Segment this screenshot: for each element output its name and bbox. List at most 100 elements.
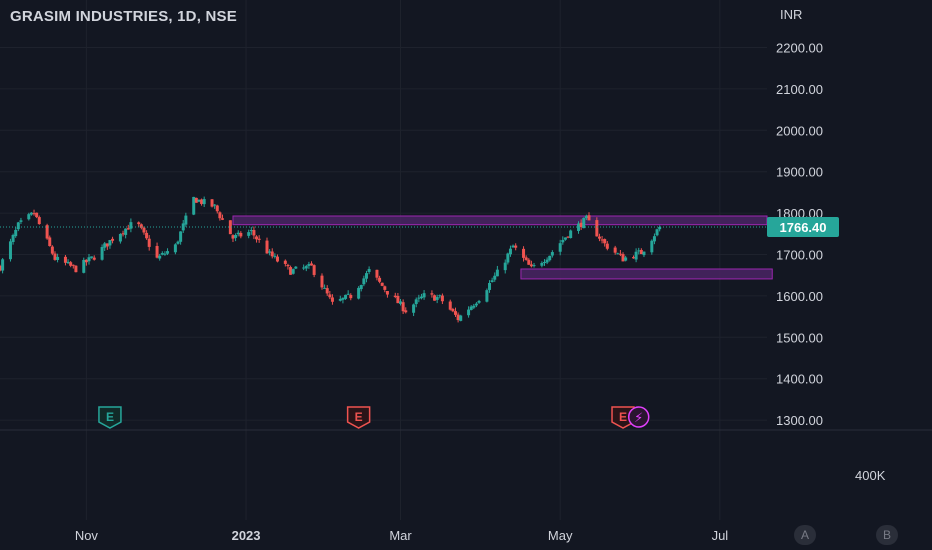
candle: [53, 251, 57, 261]
candle-body: [176, 241, 180, 244]
candle: [0, 264, 2, 272]
candle-body: [584, 215, 588, 219]
candle: [383, 285, 387, 293]
candle-body: [129, 222, 133, 229]
candle-body: [50, 246, 54, 254]
candle-body: [48, 237, 52, 247]
candle-body: [32, 213, 36, 215]
candle: [380, 282, 384, 287]
candle-body: [268, 251, 272, 253]
candle: [490, 277, 494, 283]
candle-body: [35, 212, 39, 218]
candle-body: [362, 278, 366, 285]
candle-body: [349, 294, 353, 299]
candle-body: [448, 301, 452, 310]
candle: [433, 294, 437, 301]
candle-body: [103, 243, 107, 248]
candle-body: [399, 301, 403, 304]
candle: [477, 299, 481, 304]
candle-body: [215, 205, 219, 212]
candle-body: [603, 239, 607, 244]
candle-body: [302, 267, 306, 269]
candle: [328, 291, 332, 300]
candle: [616, 252, 620, 255]
candle-body: [433, 295, 437, 301]
candle: [503, 259, 507, 274]
candle-body: [255, 236, 259, 240]
candle-body: [438, 295, 442, 297]
candle: [121, 230, 125, 237]
candle: [45, 223, 49, 240]
dividend-marker: ⚡: [627, 406, 650, 428]
candle-body: [383, 286, 387, 290]
candle: [419, 293, 423, 300]
candle: [192, 196, 196, 216]
candle: [524, 255, 528, 261]
earnings-icon: [346, 406, 371, 429]
candle: [652, 233, 656, 245]
candle-body: [163, 253, 167, 255]
candle-body: [231, 235, 235, 239]
candle-body: [655, 229, 659, 236]
candle: [401, 299, 405, 315]
candle: [268, 249, 272, 256]
candle-body: [401, 302, 405, 312]
candle-body: [19, 220, 23, 222]
candle: [550, 250, 554, 258]
candle-body: [417, 297, 421, 299]
candle: [618, 249, 622, 257]
candles: [0, 196, 662, 323]
candle: [163, 251, 167, 256]
candle-body: [137, 222, 141, 225]
candle-body: [624, 257, 628, 261]
candle: [108, 239, 112, 249]
candle-body: [344, 294, 348, 299]
candle-body: [108, 240, 112, 246]
candle-body: [142, 227, 146, 233]
candle-body: [529, 264, 533, 267]
time-tick-label: Nov: [75, 528, 99, 543]
candle-body: [37, 217, 41, 225]
candle: [310, 261, 314, 266]
candle-body: [359, 285, 363, 290]
candle: [247, 229, 251, 239]
candle: [231, 234, 235, 243]
candle: [344, 294, 348, 300]
candle-body: [419, 296, 423, 299]
auto-scale-button[interactable]: A: [794, 525, 816, 545]
candle: [265, 237, 269, 254]
candle-body: [506, 253, 510, 263]
candle: [508, 245, 512, 257]
earnings-label: E: [619, 410, 627, 424]
candle: [472, 303, 476, 310]
candle: [621, 252, 625, 262]
candle: [252, 226, 256, 240]
candle-body: [545, 259, 549, 263]
candle: [577, 221, 581, 234]
candle-body: [367, 269, 371, 272]
candle-body: [179, 231, 183, 242]
candle: [176, 240, 180, 245]
candle-body: [273, 255, 277, 257]
candle: [563, 237, 567, 241]
candle-body: [192, 196, 196, 215]
candle-body: [27, 214, 31, 220]
candle-body: [595, 220, 599, 237]
candle: [532, 262, 536, 268]
candle-body: [579, 222, 583, 228]
candle: [249, 226, 253, 235]
candle-body: [440, 295, 444, 302]
candle-body: [650, 240, 654, 253]
candle: [160, 251, 164, 256]
candle-body: [511, 245, 515, 248]
candle-body: [184, 215, 188, 225]
dividend-label: ⚡: [634, 410, 643, 425]
candle: [105, 243, 109, 250]
candle-body: [508, 248, 512, 255]
candle: [529, 260, 533, 268]
log-scale-button[interactable]: B: [876, 525, 898, 545]
candle: [634, 248, 638, 263]
candle-body: [637, 250, 641, 252]
resistance-zone: [232, 215, 768, 226]
